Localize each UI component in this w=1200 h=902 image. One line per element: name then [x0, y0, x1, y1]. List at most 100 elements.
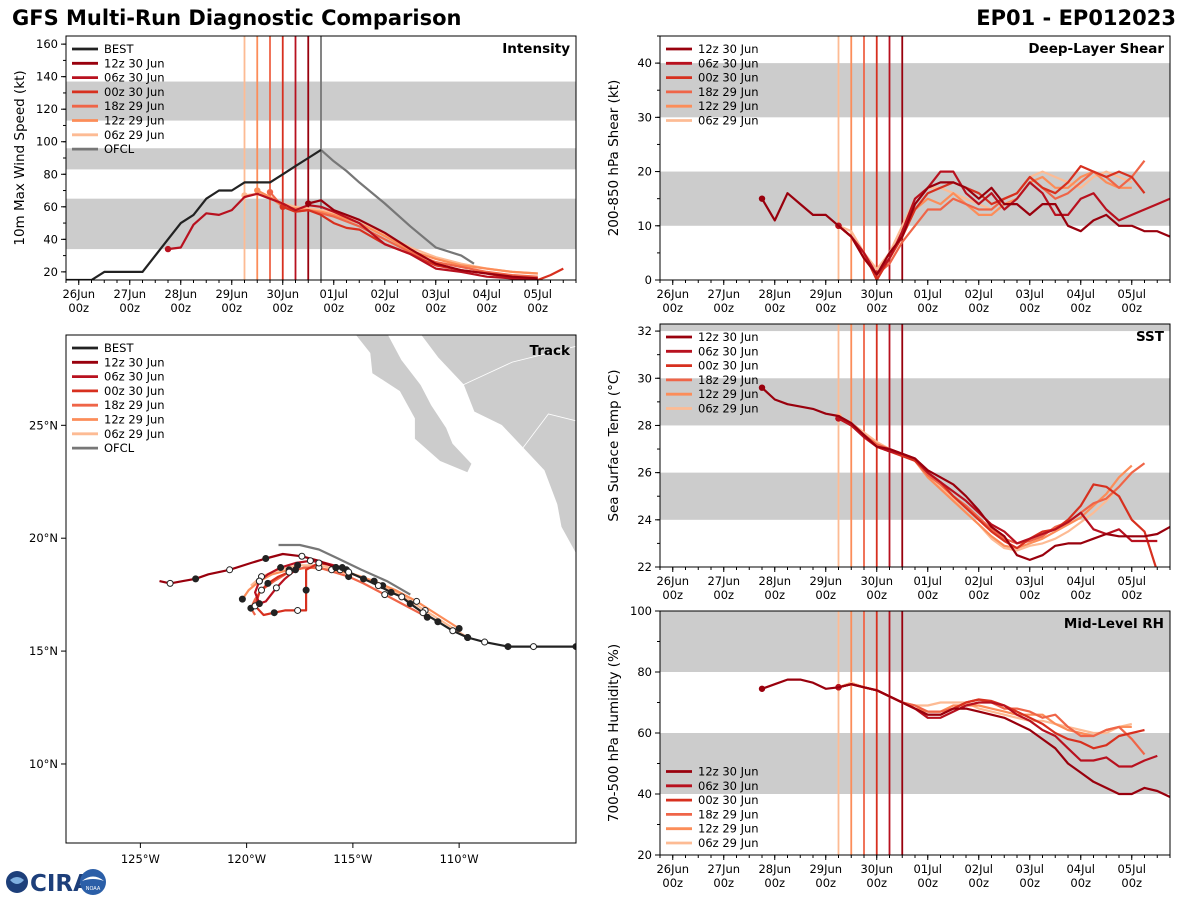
intensity-xtick-hour: 00z [425, 301, 446, 315]
intensity-xtick-hour: 00z [527, 301, 548, 315]
shear-xtick-label: 01Jul [913, 287, 942, 301]
shear-xtick-hour: 00z [968, 301, 989, 315]
shear-xtick-label: 04Jul [1066, 287, 1095, 301]
sst-xtick-label: 04Jul [1066, 574, 1095, 588]
track-position-marker [192, 575, 200, 583]
shear-panel: 01020304026Jun00z27Jun00z28Jun00z29Jun00… [606, 35, 1171, 315]
intensity-xtick-hour: 00z [374, 301, 395, 315]
intensity-ytick-label: 140 [36, 70, 58, 84]
rh-xtick-label: 05Jul [1117, 862, 1146, 876]
sst-xtick-label: 03Jul [1015, 574, 1044, 588]
sst-legend-label-06z-29-jun: 06z 29 Jun [698, 402, 759, 416]
track-position-marker [332, 564, 340, 572]
sst-ytick-label: 24 [637, 513, 652, 527]
rh-xtick-label: 03Jul [1015, 862, 1044, 876]
shear-legend-label-12z-29-jun: 12z 29 Jun [698, 99, 759, 113]
intensity-xtick-label: 05Jul [523, 287, 552, 301]
intensity-xtick-hour: 00z [476, 301, 497, 315]
track-position-marker [292, 566, 299, 574]
track-ytick-label: 15°N [29, 644, 58, 658]
track-position-marker [294, 606, 302, 614]
rh-ytick-label: 20 [637, 848, 652, 862]
track-position-marker [374, 582, 382, 590]
intensity-legend-label-06z-30-jun: 06z 30 Jun [104, 71, 165, 85]
intensity-ytick-label: 20 [43, 265, 58, 279]
intensity-legend-label-best: BEST [104, 42, 134, 56]
rh-xtick-label: 29Jun [809, 862, 842, 876]
track-legend-label-12z-30-jun: 12z 30 Jun [104, 355, 165, 369]
track-ytick-label: 20°N [29, 531, 58, 545]
state-border [522, 413, 576, 449]
intensity-init-point-18z-29-jun [266, 188, 274, 196]
track-xtick-label: 120°W [227, 852, 266, 866]
sst-xtick-label: 02Jul [964, 574, 993, 588]
sst-xtick-hour: 00z [866, 588, 887, 602]
sst-band-2 [660, 324, 1170, 332]
shear-band-1 [660, 63, 1170, 118]
track-position-marker [338, 564, 346, 572]
sst-xtick-hour: 00z [1121, 588, 1142, 602]
shear-xtick-label: 28Jun [758, 287, 791, 301]
rh-xtick-hour: 00z [917, 876, 938, 890]
intensity-legend-label-ofcl: OFCL [104, 142, 135, 156]
sst-panel: 22242628303226Jun00z27Jun00z28Jun00z29Ju… [606, 323, 1171, 602]
track-position-marker [530, 643, 537, 651]
noaa-badge-text: NOAA [86, 886, 101, 892]
track-position-marker [238, 595, 246, 603]
intensity-xtick-hour: 00z [119, 301, 140, 315]
track-position-marker [315, 559, 323, 567]
state-border [463, 345, 576, 386]
shear-ylabel: 200-850 hPa Shear (kt) [606, 80, 622, 237]
track-legend-label-18z-29-jun: 18z 29 Jun [104, 398, 165, 412]
track-position-marker [504, 643, 512, 651]
sst-init-point-12z-30-jun [758, 384, 766, 391]
shear-ytick-label: 20 [637, 165, 652, 179]
track-legend-label-00z-30-jun: 00z 30 Jun [104, 384, 165, 398]
rh-init-point-12z-30-jun [758, 685, 766, 692]
sst-legend-label-12z-30-jun: 12z 30 Jun [698, 330, 759, 344]
shear-xtick-label: 26Jun [656, 287, 689, 301]
track-position-marker [387, 588, 395, 596]
rh-xtick-label: 01Jul [913, 862, 942, 876]
track-position-marker [434, 618, 442, 626]
shear-xtick-label: 02Jul [964, 287, 993, 301]
shear-title: Deep-Layer Shear [1028, 41, 1164, 57]
sst-xtick-label: 05Jul [1117, 574, 1146, 588]
intensity-ytick-label: 100 [36, 135, 58, 149]
intensity-xtick-label: 27Jun [113, 287, 146, 301]
track-position-marker [272, 584, 280, 592]
sst-series-12z-30-jun [761, 386, 1170, 562]
intensity-legend-label-06z-29-jun: 06z 29 Jun [104, 128, 165, 142]
rh-legend-label-06z-30-jun: 06z 30 Jun [698, 779, 759, 793]
shear-xtick-label: 03Jul [1015, 287, 1044, 301]
sst-xtick-hour: 00z [1070, 588, 1091, 602]
rh-ytick-label: 80 [637, 665, 652, 679]
track-position-marker [270, 609, 278, 617]
sst-xtick-label: 29Jun [809, 574, 842, 588]
rh-panel: 2040608010026Jun00z27Jun00z28Jun00z29Jun… [606, 604, 1171, 890]
cira-logo: CIRA NOAA [4, 866, 108, 902]
land-baja-california [354, 335, 473, 474]
intensity-ytick-label: 120 [36, 102, 58, 116]
intensity-legend-label-12z-30-jun: 12z 30 Jun [104, 56, 165, 70]
track-position-marker [455, 625, 463, 633]
shear-xtick-hour: 00z [1121, 301, 1142, 315]
rh-xtick-label: 27Jun [707, 862, 740, 876]
rh-xtick-label: 30Jun [860, 862, 893, 876]
intensity-xtick-label: 30Jun [266, 287, 299, 301]
rh-xtick-label: 02Jul [964, 862, 993, 876]
sst-ylabel: Sea Surface Temp (°C) [606, 369, 622, 521]
rh-legend-label-00z-30-jun: 00z 30 Jun [698, 793, 759, 807]
shear-xtick-hour: 00z [713, 301, 734, 315]
track-legend-label-ofcl: OFCL [104, 441, 135, 455]
sst-xtick-hour: 00z [713, 588, 734, 602]
sst-ytick-label: 32 [637, 324, 652, 338]
shear-xtick-hour: 00z [866, 301, 887, 315]
sst-xtick-hour: 00z [764, 588, 785, 602]
track-position-marker [255, 577, 263, 585]
track-position-marker [262, 555, 270, 563]
intensity-series-12z-30-jun [308, 199, 538, 280]
